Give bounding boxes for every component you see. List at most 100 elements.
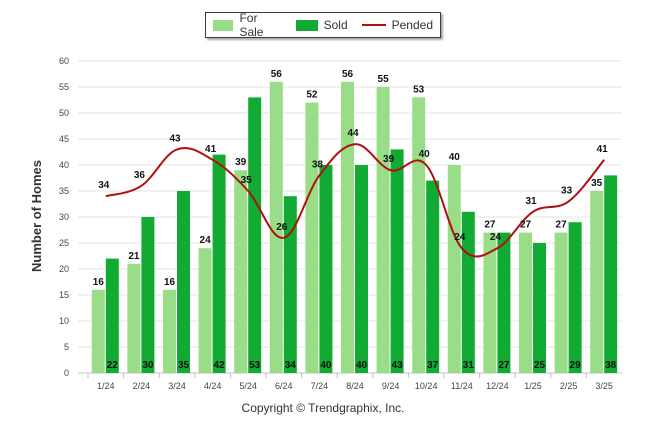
- pended-line: [105, 143, 605, 258]
- label-for-sale: 16: [93, 277, 105, 288]
- label-for-sale: 52: [306, 90, 318, 101]
- legend-item-pended[interactable]: Pended: [361, 18, 433, 32]
- legend-label-pended: Pended: [391, 18, 433, 32]
- bar-for-sale: [198, 248, 212, 373]
- bar-for-sale: [91, 289, 105, 373]
- y-tick-label: 0: [64, 368, 69, 378]
- label-sold: 27: [498, 360, 510, 371]
- bar-for-sale: [341, 81, 354, 374]
- bar-sold: [141, 217, 155, 373]
- label-sold: 42: [214, 360, 226, 371]
- label-pended: 33: [561, 185, 573, 196]
- x-tick-label: 9/24: [382, 381, 400, 391]
- label-sold: 22: [107, 360, 119, 371]
- label-sold: 38: [605, 360, 617, 371]
- label-pended: 40: [419, 149, 431, 160]
- y-tick-label: 30: [59, 212, 69, 222]
- label-pended: 39: [383, 154, 395, 165]
- y-tick-label: 40: [59, 160, 69, 170]
- bar-for-sale: [447, 165, 461, 373]
- label-sold: 37: [427, 360, 439, 371]
- for-sale-swatch: [213, 19, 234, 31]
- label-for-sale: 39: [235, 157, 247, 168]
- y-tick-label: 45: [59, 134, 69, 144]
- label-for-sale: 27: [556, 220, 568, 231]
- x-tick-label: 1/24: [97, 381, 115, 391]
- label-for-sale: 24: [200, 235, 212, 246]
- x-tick-label: 8/24: [346, 381, 364, 391]
- label-pended: 24: [454, 232, 466, 243]
- legend-label-for-sale: For Sale: [239, 11, 264, 39]
- label-sold: 29: [570, 360, 582, 371]
- bars: [91, 81, 618, 374]
- label-sold: 43: [392, 360, 404, 371]
- y-tick-label: 20: [59, 264, 69, 274]
- y-tick-label: 50: [59, 108, 69, 118]
- bar-for-sale: [376, 87, 390, 373]
- bar-sold: [426, 180, 440, 373]
- data-labels: 16 22 21 30 16 35 24 42 39 53 56 34 52 40 56 40 55 43 53 37…: [93, 69, 617, 371]
- bar-sold: [248, 97, 262, 374]
- label-pended: 31: [525, 196, 537, 207]
- y-axis: 0 5 10 15 20 25 30 35 40 45 50 55 60: [59, 56, 69, 378]
- label-for-sale: 56: [342, 69, 354, 80]
- x-tick-label: 10/24: [415, 381, 438, 391]
- x-tick-label: 12/24: [486, 381, 509, 391]
- label-for-sale: 16: [164, 277, 176, 288]
- label-sold: 35: [178, 360, 190, 371]
- label-for-sale: 56: [271, 69, 283, 80]
- bar-sold: [177, 191, 190, 373]
- label-sold: 30: [142, 360, 154, 371]
- y-tick-label: 55: [59, 82, 69, 92]
- label-pended: 43: [169, 133, 181, 144]
- label-pended: 35: [241, 175, 253, 186]
- x-tick-label: 3/25: [595, 381, 613, 391]
- legend-item-sold[interactable]: Sold: [295, 18, 348, 32]
- x-tick-label: 5/24: [239, 381, 257, 391]
- label-for-sale: 53: [413, 84, 425, 95]
- bar-for-sale: [234, 170, 248, 373]
- bar-sold: [355, 165, 368, 373]
- label-for-sale: 21: [128, 251, 140, 262]
- x-tick-label: 3/24: [168, 381, 186, 391]
- label-for-sale: 27: [484, 220, 496, 231]
- bar-sold: [283, 196, 297, 373]
- y-tick-label: 10: [59, 316, 69, 326]
- label-pended: 36: [134, 170, 146, 181]
- bar-for-sale: [163, 289, 176, 373]
- label-sold: 31: [463, 360, 475, 371]
- copyright-footer: Copyright © Trendgraphix, Inc.: [241, 401, 405, 415]
- x-tick-label: 2/25: [560, 381, 578, 391]
- label-sold: 34: [285, 360, 297, 371]
- x-tick-label: 11/24: [451, 381, 473, 391]
- bar-for-sale: [590, 191, 604, 373]
- bar-for-sale: [127, 263, 141, 373]
- label-sold: 40: [356, 360, 368, 371]
- label-for-sale: 35: [591, 178, 603, 189]
- label-for-sale: 55: [378, 74, 390, 85]
- y-tick-label: 15: [59, 290, 69, 300]
- bar-sold: [212, 154, 226, 373]
- x-tick-label: 4/24: [204, 381, 222, 391]
- label-pended: 26: [276, 222, 288, 233]
- label-pended: 38: [312, 159, 324, 170]
- bar-sold: [390, 149, 404, 373]
- bar-sold: [319, 165, 333, 373]
- label-for-sale: 40: [449, 152, 461, 163]
- label-pended: 41: [597, 144, 609, 155]
- label-for-sale: 27: [520, 220, 532, 231]
- x-tick-label: 1/25: [524, 381, 542, 391]
- x-tick-label: 6/24: [275, 381, 293, 391]
- bar-sold: [497, 232, 511, 373]
- label-sold: 53: [249, 360, 261, 371]
- legend-item-for-sale[interactable]: For Sale: [213, 11, 282, 39]
- legend-label-sold: Sold: [323, 18, 348, 32]
- label-pended: 41: [205, 144, 217, 155]
- bar-for-sale: [269, 81, 283, 374]
- bar-sold: [533, 243, 546, 373]
- pended-series-line: [105, 143, 605, 258]
- bar-for-sale: [519, 232, 532, 373]
- sold-swatch: [295, 19, 318, 31]
- label-sold: 25: [534, 360, 546, 371]
